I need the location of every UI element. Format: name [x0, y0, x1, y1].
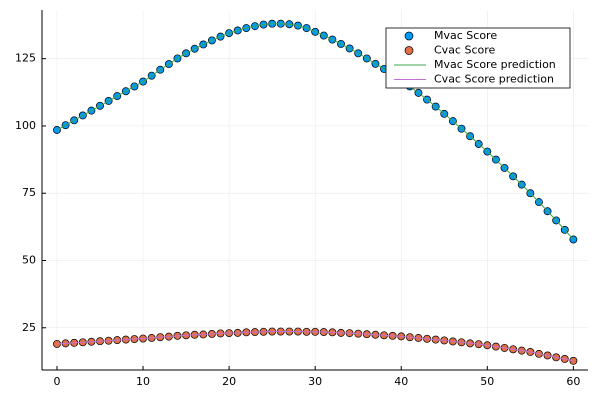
x-tick-label: 20 — [222, 375, 236, 388]
y-tick-label: 100 — [15, 119, 36, 132]
y-tick-label: 25 — [22, 321, 36, 334]
legend-label: Mvac Score prediction — [434, 58, 556, 71]
legend-box — [385, 27, 571, 89]
x-tick-label: 30 — [308, 375, 322, 388]
legend-label: Cvac Score — [434, 44, 496, 57]
prediction-line — [56, 23, 574, 240]
y-tick-label: 125 — [15, 52, 36, 65]
x-tick-label: 0 — [53, 375, 60, 388]
y-tick-label: 75 — [22, 186, 36, 199]
point — [569, 356, 578, 365]
legend-label: Mvac Score — [434, 29, 497, 42]
x-tick-label: 50 — [480, 375, 494, 388]
legend-marker — [404, 46, 414, 55]
legend-marker — [404, 31, 414, 41]
x-tick-label: 60 — [566, 375, 580, 388]
x-tick-label: 10 — [136, 375, 150, 388]
x-tick-label: 40 — [394, 375, 408, 388]
y-tick-label: 50 — [22, 253, 36, 266]
prediction-line — [56, 331, 574, 362]
legend-label: Cvac Score prediction — [434, 73, 554, 86]
